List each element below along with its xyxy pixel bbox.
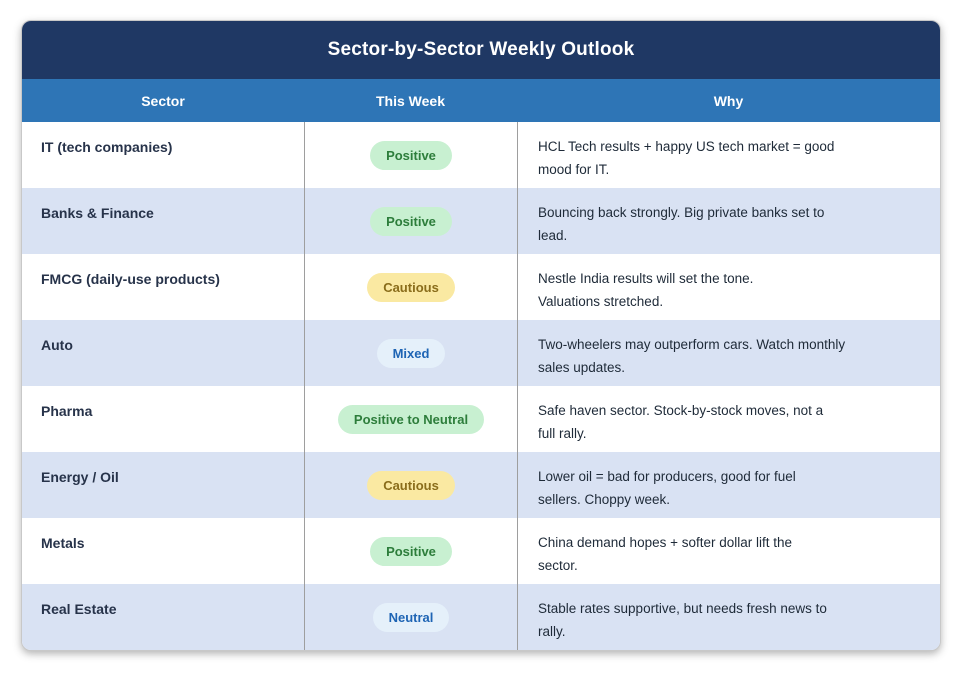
sector-cell: IT (tech companies) bbox=[41, 139, 173, 155]
sector-cell: Auto bbox=[41, 337, 73, 353]
status-badge: Positive bbox=[370, 140, 452, 170]
badge-cell: Cautious bbox=[304, 254, 517, 320]
table-row: Real Estate Neutral Stable rates support… bbox=[22, 584, 940, 650]
badge-cell: Positive to Neutral bbox=[304, 386, 517, 452]
table-row: Banks & Finance Positive Bouncing back s… bbox=[22, 188, 940, 254]
why-cell: Safe haven sector. Stock-by-stock moves,… bbox=[517, 386, 940, 452]
table-body: IT (tech companies) Positive HCL Tech re… bbox=[22, 122, 940, 650]
why-cell: Lower oil = bad for producers, good for … bbox=[517, 452, 940, 518]
column-header-sector: Sector bbox=[141, 92, 185, 109]
badge-cell: Mixed bbox=[304, 320, 517, 386]
table-header-row: Sector This Week Why bbox=[22, 79, 940, 122]
table-row: Pharma Positive to Neutral Safe haven se… bbox=[22, 386, 940, 452]
column-header-this-week: This Week bbox=[376, 92, 445, 109]
sector-cell: FMCG (daily-use products) bbox=[41, 271, 220, 287]
badge-cell: Neutral bbox=[304, 584, 517, 650]
why-cell: Stable rates supportive, but needs fresh… bbox=[517, 584, 940, 650]
status-badge: Positive bbox=[370, 206, 452, 236]
status-badge: Neutral bbox=[372, 602, 450, 632]
why-cell: HCL Tech results + happy US tech market … bbox=[517, 122, 940, 188]
table-row: Energy / Oil Cautious Lower oil = bad fo… bbox=[22, 452, 940, 518]
table-row: FMCG (daily-use products) Cautious Nestl… bbox=[22, 254, 940, 320]
table-row: Auto Mixed Two-wheelers may outperform c… bbox=[22, 320, 940, 386]
why-cell: Bouncing back strongly. Big private bank… bbox=[517, 188, 940, 254]
status-badge: Cautious bbox=[367, 470, 455, 500]
badge-cell: Positive bbox=[304, 122, 517, 188]
sector-cell: Pharma bbox=[41, 403, 93, 419]
sector-cell: Metals bbox=[41, 535, 85, 551]
sector-cell: Real Estate bbox=[41, 601, 117, 617]
why-cell: China demand hopes + softer dollar lift … bbox=[517, 518, 940, 584]
sector-cell: Banks & Finance bbox=[41, 205, 154, 221]
badge-cell: Cautious bbox=[304, 452, 517, 518]
status-badge: Positive bbox=[370, 536, 452, 566]
column-header-why: Why bbox=[713, 92, 744, 109]
status-badge: Mixed bbox=[376, 338, 446, 368]
status-badge: Cautious bbox=[367, 272, 455, 302]
status-badge: Positive to Neutral bbox=[337, 404, 485, 434]
why-cell: Two-wheelers may outperform cars. Watch … bbox=[517, 320, 940, 386]
badge-cell: Positive bbox=[304, 518, 517, 584]
badge-cell: Positive bbox=[304, 188, 517, 254]
table-title: Sector-by-Sector Weekly Outlook bbox=[22, 21, 940, 79]
why-cell: Nestle India results will set the tone. V… bbox=[517, 254, 940, 320]
table-row: IT (tech companies) Positive HCL Tech re… bbox=[22, 122, 940, 188]
sector-cell: Energy / Oil bbox=[41, 469, 119, 485]
table-row: Metals Positive China demand hopes + sof… bbox=[22, 518, 940, 584]
outlook-table-card: Sector-by-Sector Weekly Outlook Sector T… bbox=[21, 20, 941, 651]
